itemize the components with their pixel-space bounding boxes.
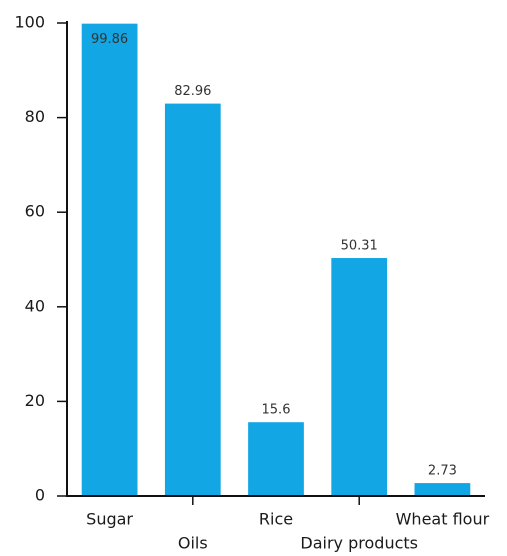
x-tick-label: Oils xyxy=(178,534,208,553)
value-label: 2.73 xyxy=(428,464,457,479)
y-tick-label: 80 xyxy=(25,107,45,126)
value-label: 15.6 xyxy=(262,403,291,418)
x-tick-label: Wheat flour xyxy=(396,510,490,529)
bar xyxy=(414,483,471,496)
bar xyxy=(331,258,388,496)
y-tick-label: 0 xyxy=(35,486,45,505)
value-label: 82.96 xyxy=(174,84,211,99)
y-tick-label: 40 xyxy=(25,296,45,315)
bar xyxy=(248,422,304,496)
x-tick-label: Dairy products xyxy=(300,534,418,553)
y-tick-label: 100 xyxy=(14,13,45,32)
x-tick-label: Rice xyxy=(259,510,293,529)
value-label: 50.31 xyxy=(341,239,378,254)
x-tick-label: Sugar xyxy=(86,510,133,529)
value-label: 99.86 xyxy=(91,32,128,47)
bar xyxy=(81,23,138,496)
y-tick-label: 20 xyxy=(25,391,45,410)
bar xyxy=(164,103,221,497)
y-tick-label: 60 xyxy=(25,202,45,221)
